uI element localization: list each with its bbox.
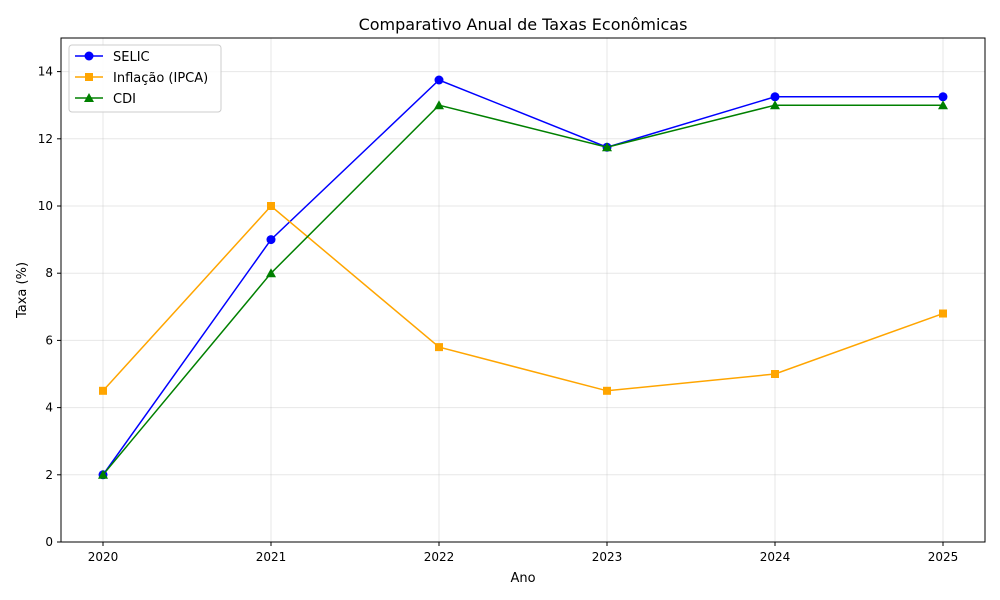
legend-label: SELIC (113, 50, 150, 65)
legend-marker (84, 51, 94, 61)
x-axis: 2020 2021 2022 2023 2024 2025 (88, 542, 959, 564)
data-point (938, 100, 948, 110)
x-tick-label: 2025 (928, 550, 959, 564)
series-1 (99, 202, 947, 395)
x-tick-label: 2024 (760, 550, 791, 564)
data-point (98, 469, 108, 479)
data-point (435, 343, 443, 352)
data-point (770, 100, 780, 110)
y-tick-label: 0 (45, 535, 53, 549)
x-axis-label: Ano (510, 571, 535, 586)
y-tick-label: 10 (38, 199, 53, 213)
y-axis: 0 2 4 6 8 10 12 14 (38, 65, 61, 549)
series-layer (98, 75, 948, 480)
x-tick-label: 2020 (88, 550, 119, 564)
chart-title: Comparativo Anual de Taxas Econômicas (359, 15, 688, 34)
y-tick-label: 4 (45, 401, 53, 415)
legend-item: SELIC (75, 50, 150, 65)
series-2 (98, 100, 948, 479)
legend-marker (85, 73, 93, 81)
data-point (770, 92, 780, 102)
data-point (939, 309, 947, 318)
legend-marker (84, 93, 94, 102)
data-point (434, 100, 444, 110)
data-point (266, 268, 276, 278)
y-tick-label: 12 (38, 132, 53, 146)
data-point (434, 75, 444, 85)
legend-item: Inflação (IPCA) (75, 71, 208, 86)
legend-label: CDI (113, 92, 136, 107)
legend-item: CDI (75, 92, 136, 107)
data-point (266, 235, 276, 245)
grid-lines (61, 38, 985, 543)
legend: SELIC Inflação (IPCA) CDI (68, 44, 222, 113)
data-point (267, 202, 275, 210)
y-tick-label: 2 (45, 468, 53, 482)
x-tick-label: 2022 (424, 550, 455, 564)
data-point (938, 92, 948, 102)
y-tick-label: 8 (45, 266, 53, 280)
data-point (771, 370, 779, 378)
series-line (102, 204, 944, 392)
series-line (102, 79, 943, 476)
y-tick-label: 6 (45, 333, 53, 347)
plot-frame (60, 37, 986, 543)
y-axis-label: Taxa (%) (15, 262, 30, 319)
x-tick-label: 2023 (592, 550, 623, 564)
series-line (102, 104, 943, 476)
y-tick-label: 14 (38, 65, 53, 79)
data-point (99, 386, 107, 395)
legend-label: Inflação (IPCA) (113, 71, 208, 86)
x-tick-label: 2021 (256, 550, 287, 564)
legend-box (68, 44, 222, 113)
data-point (602, 142, 612, 152)
data-point (603, 386, 611, 395)
